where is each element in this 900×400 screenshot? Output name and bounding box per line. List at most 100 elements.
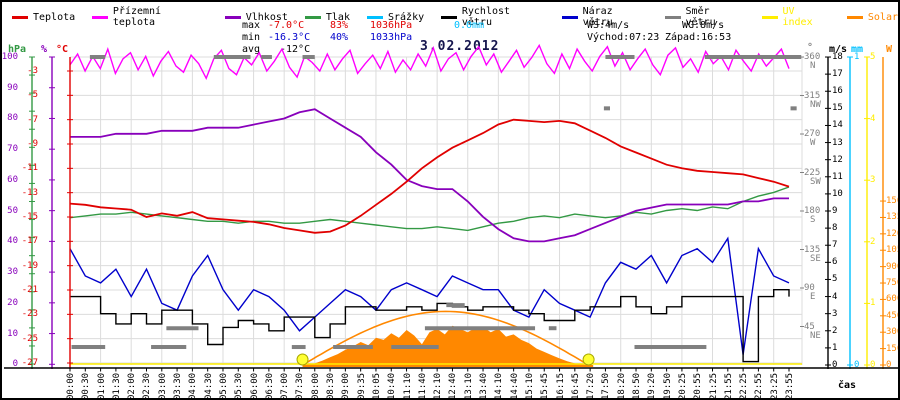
solar-tick-label: 1350 (886, 212, 898, 223)
temp-tick-label: -15 (21, 212, 38, 222)
x-axis-label: čas (838, 380, 857, 391)
wind-tick-label: 7 (832, 240, 838, 251)
legend-label: Rychlost větru (461, 6, 511, 28)
sun-marker (296, 353, 309, 366)
x-tick-label: 06:30 (264, 372, 275, 400)
legend-swatch (224, 15, 241, 19)
series-wind-line (70, 289, 790, 363)
legend-label: Směr větru (685, 6, 716, 28)
uv-tick-label: 1 (870, 298, 876, 309)
x-tick-label: 03:00 (157, 372, 168, 400)
x-tick-label: 15:45 (540, 372, 551, 400)
wind-tick-label: 15 (832, 103, 843, 114)
x-tick-label: 16:45 (570, 372, 581, 400)
solar-theoretical-curve (302, 310, 590, 366)
wind-tick-label: 4 (832, 291, 838, 302)
x-tick-label: 07:00 (280, 372, 291, 400)
x-tick-label: 23:25 (769, 372, 780, 400)
humidity-tick-label: 40 (7, 236, 18, 247)
uv-tick-label: 0 (870, 360, 876, 370)
wind-dir-tick-label: 270 (804, 129, 821, 139)
wind-dir-compass-label: S (810, 215, 816, 225)
humidity-tick-label: 0 (12, 359, 18, 370)
temp-tick-label: -7 (27, 114, 38, 125)
wind-tick-label: 3 (832, 308, 838, 319)
x-tick-label: 17:50 (601, 372, 612, 400)
temp-tick-label: -5 (27, 90, 38, 101)
legend-swatch (304, 15, 321, 19)
sun-marker (582, 353, 595, 366)
axis-unit-watt: W (886, 44, 893, 55)
wind-tick-label: 1 (832, 342, 838, 353)
x-tick-label: 15:10 (524, 372, 535, 400)
wind-dir-compass-label: N (810, 61, 816, 72)
x-tick-label: 05:00 (218, 372, 229, 400)
wind-tick-label: 8 (832, 223, 838, 234)
temp-tick-label: -21 (21, 285, 38, 295)
legend-label: Teplota (33, 11, 76, 23)
wind-tick-label: 17 (832, 69, 843, 80)
stat-avg-label: avg (242, 44, 261, 55)
legend-label: Tlak (325, 11, 350, 23)
temp-tick-label: -3 (27, 66, 38, 76)
legend-swatch (846, 15, 863, 19)
legend-item: Vlhkost (224, 11, 288, 23)
legend-item: Přízemní teplota (92, 6, 208, 28)
humidity-tick-label: 20 (7, 297, 18, 308)
wind-dir-compass-label: SW (810, 176, 821, 187)
x-tick-label: 02:00 (127, 372, 138, 400)
temp-tick-label: -17 (21, 236, 38, 247)
x-tick-label: 01:30 (111, 372, 122, 400)
axis-unit-ms: m/s (829, 44, 848, 55)
legend-label: Srážky (387, 11, 425, 23)
wind-tick-label: 9 (832, 206, 838, 216)
legend-swatch (441, 15, 457, 19)
stat-min-pressure: 1033hPa (370, 32, 413, 43)
x-tick-label: 14:10 (494, 372, 505, 400)
legend-swatch (12, 15, 28, 19)
uv-tick-label: 4 (870, 113, 876, 124)
series-temp-line (69, 43, 790, 81)
uv-tick-label: 3 (870, 175, 876, 186)
x-tick-label: 12:10 (433, 372, 444, 400)
legend-item: Teplota (12, 12, 75, 23)
wind-tick-label: 14 (832, 120, 843, 131)
temp-tick-label: -11 (21, 163, 38, 174)
rain-tick-label: 0 (854, 360, 860, 370)
legend-item: Srážky (366, 11, 425, 23)
humidity-tick-label: 90 (7, 82, 18, 93)
solar-tick-label: 150 (886, 343, 898, 354)
wind-dir-tick-label: 90 (804, 283, 815, 293)
humidity-tick-label: 80 (7, 113, 18, 124)
x-tick-label: 07:30 (295, 372, 306, 400)
stat-max-humidity: 83% (330, 20, 349, 31)
stat-max-temp: -7.0°C (268, 20, 305, 31)
stat-min-temp: -16.3°C (268, 32, 311, 43)
uv-tick-label: 5 (870, 52, 876, 62)
wind-tick-label: 12 (832, 154, 843, 165)
x-tick-label: 21:55 (723, 372, 734, 400)
temp-tick-label: -25 (21, 333, 38, 344)
humidity-tick-label: 30 (7, 267, 18, 278)
x-tick-label: 09:00 (341, 372, 352, 400)
solar-tick-label: 900 (886, 261, 898, 272)
solar-actual-area (302, 325, 591, 365)
wind-tick-label: 13 (832, 137, 843, 148)
x-tick-label: 14:40 (509, 372, 520, 400)
x-tick-label: 22:55 (754, 372, 765, 400)
stat-min-label: min (242, 32, 261, 43)
x-tick-label: 20:55 (693, 372, 704, 400)
legend-item: Rychlost větru (441, 6, 545, 28)
x-tick-label: 09:35 (356, 372, 367, 400)
x-tick-label: 23:55 (785, 372, 795, 400)
x-tick-label: 02:30 (142, 372, 153, 400)
x-tick-label: 05:30 (234, 372, 245, 400)
chart-date-title: 3.02.2012 (420, 39, 500, 54)
legend-item: Solar (846, 12, 898, 23)
x-tick-label: 03:30 (173, 372, 184, 400)
x-tick-label: 08:30 (326, 372, 337, 400)
legend-label: Náraz větru (582, 6, 613, 28)
legend-label: Vlhkost (245, 11, 288, 23)
wind-tick-label: 5 (832, 274, 838, 285)
